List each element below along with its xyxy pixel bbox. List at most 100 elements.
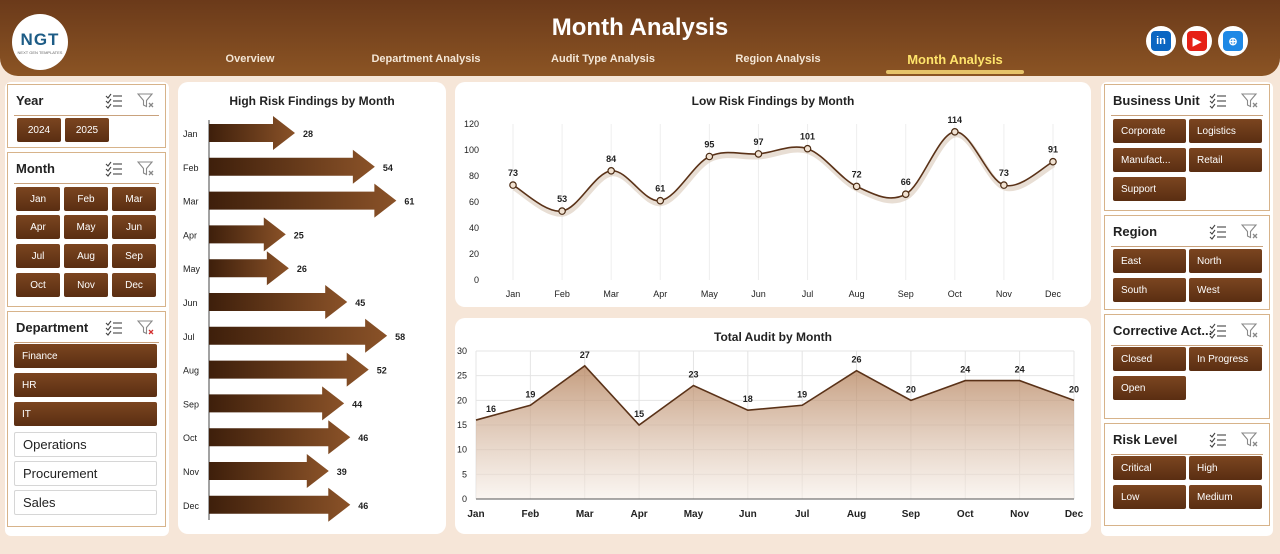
x-tick-label: Mar bbox=[603, 289, 619, 299]
x-tick-label: Aug bbox=[849, 289, 865, 299]
region-north-button[interactable]: North bbox=[1189, 249, 1262, 273]
data-point[interactable] bbox=[656, 196, 665, 205]
month-sep-button[interactable]: Sep bbox=[112, 244, 156, 268]
year-2025-button[interactable]: 2025 bbox=[65, 118, 109, 142]
month-aug-button[interactable]: Aug bbox=[64, 244, 108, 268]
region-west-button[interactable]: West bbox=[1189, 278, 1262, 302]
bar-arrow[interactable] bbox=[209, 116, 295, 150]
tab-department-analysis[interactable]: Department Analysis bbox=[371, 53, 481, 65]
data-label: 95 bbox=[704, 140, 714, 150]
multi-select-icon[interactable] bbox=[1209, 224, 1227, 245]
month-dec-button[interactable]: Dec bbox=[112, 273, 156, 297]
business-unit-logistics-button[interactable]: Logistics bbox=[1189, 119, 1262, 143]
data-point[interactable] bbox=[607, 167, 615, 175]
bar-arrow[interactable] bbox=[209, 420, 351, 455]
multi-select-icon[interactable] bbox=[1209, 432, 1227, 453]
multi-select-icon[interactable] bbox=[1209, 323, 1227, 344]
data-point[interactable] bbox=[754, 150, 763, 158]
tab-overview[interactable]: Overview bbox=[225, 53, 275, 65]
region-east-button[interactable]: East bbox=[1113, 249, 1186, 273]
multi-select-icon[interactable] bbox=[105, 93, 123, 114]
youtube-icon: ▶ bbox=[1187, 31, 1207, 51]
month-jul-button[interactable]: Jul bbox=[16, 244, 60, 268]
risk-level-critical-button[interactable]: Critical bbox=[1113, 456, 1186, 480]
data-label: 101 bbox=[800, 132, 815, 142]
month-apr-button[interactable]: Apr bbox=[16, 215, 60, 239]
data-label: 24 bbox=[1015, 365, 1025, 375]
x-tick-label: Oct bbox=[948, 289, 963, 299]
low-risk-chart-panel: Low Risk Findings by Month 0 20 40 60 80 100 1… bbox=[455, 82, 1091, 307]
clear-filter-icon[interactable] bbox=[136, 93, 155, 114]
bar-arrow[interactable] bbox=[209, 183, 397, 218]
multi-select-icon[interactable] bbox=[1209, 93, 1227, 114]
data-label: 23 bbox=[688, 370, 698, 380]
bar-arrow[interactable] bbox=[209, 251, 289, 286]
month-feb-button[interactable]: Feb bbox=[64, 187, 108, 211]
risk-level-high-button[interactable]: High bbox=[1189, 456, 1262, 480]
data-point[interactable] bbox=[558, 207, 566, 215]
month-oct-button[interactable]: Oct bbox=[16, 273, 60, 297]
department-it-button[interactable]: IT bbox=[14, 402, 157, 426]
department-operations-button[interactable]: Operations bbox=[14, 432, 157, 457]
month-may-button[interactable]: May bbox=[64, 215, 108, 239]
month-nov-button[interactable]: Nov bbox=[64, 273, 108, 297]
multi-select-icon[interactable] bbox=[105, 320, 123, 341]
bar-arrow[interactable] bbox=[209, 217, 286, 252]
tab-audit-type-analysis[interactable]: Audit Type Analysis bbox=[551, 53, 655, 65]
data-point[interactable] bbox=[509, 181, 517, 189]
data-point[interactable] bbox=[1049, 157, 1057, 166]
data-point[interactable] bbox=[803, 144, 812, 153]
clear-filter-icon[interactable] bbox=[1240, 432, 1259, 453]
month-mar-button[interactable]: Mar bbox=[112, 187, 156, 211]
region-south-button[interactable]: South bbox=[1113, 278, 1186, 302]
data-point[interactable] bbox=[852, 182, 861, 191]
x-tick-label: Jan bbox=[467, 509, 484, 520]
clear-filter-icon[interactable] bbox=[1240, 93, 1259, 114]
total-audit-chart-title: Total Audit by Month bbox=[714, 330, 832, 344]
corrective-action-slicer-title: Corrective Act... bbox=[1113, 323, 1213, 338]
department-finance-button[interactable]: Finance bbox=[14, 344, 157, 368]
data-point[interactable] bbox=[705, 152, 714, 161]
year-2024-button[interactable]: 2024 bbox=[17, 118, 61, 142]
bar-arrow[interactable] bbox=[209, 149, 375, 184]
bar-arrow[interactable] bbox=[209, 318, 388, 353]
youtube-button[interactable]: ▶ bbox=[1182, 26, 1212, 56]
category-label: Jan bbox=[183, 129, 198, 139]
bar-arrow[interactable] bbox=[209, 487, 351, 522]
tab-month-analysis[interactable]: Month Analysis bbox=[907, 52, 1003, 67]
data-point[interactable] bbox=[901, 190, 910, 199]
bar-arrow[interactable] bbox=[209, 454, 329, 488]
department-procurement-button[interactable]: Procurement bbox=[14, 461, 157, 486]
data-label: 54 bbox=[383, 163, 393, 173]
business-unit-support-button[interactable]: Support bbox=[1113, 177, 1186, 201]
business-unit-corporate-button[interactable]: Corporate bbox=[1113, 119, 1186, 143]
business-unit-manufact-button[interactable]: Manufact... bbox=[1113, 148, 1186, 172]
bar-arrow[interactable] bbox=[209, 386, 345, 421]
x-tick-label: May bbox=[684, 509, 704, 520]
x-tick-label: Oct bbox=[957, 509, 974, 520]
tab-region-analysis[interactable]: Region Analysis bbox=[735, 53, 821, 65]
risk-level-medium-button[interactable]: Medium bbox=[1189, 485, 1262, 509]
clear-filter-icon[interactable] bbox=[1240, 224, 1259, 245]
risk-level-low-button[interactable]: Low bbox=[1113, 485, 1186, 509]
linkedin-button[interactable]: in bbox=[1146, 26, 1176, 56]
department-hr-button[interactable]: HR bbox=[14, 373, 157, 397]
department-sales-button[interactable]: Sales bbox=[14, 490, 157, 515]
month-jan-button[interactable]: Jan bbox=[16, 187, 60, 211]
business-unit-retail-button[interactable]: Retail bbox=[1189, 148, 1262, 172]
slicer-divider bbox=[14, 342, 159, 343]
corrective-action-open-button[interactable]: Open bbox=[1113, 376, 1186, 400]
active-tab-underline bbox=[886, 70, 1024, 74]
corrective-action-closed-button[interactable]: Closed bbox=[1113, 347, 1186, 371]
clear-filter-icon[interactable] bbox=[136, 320, 155, 341]
corrective-action-in-progress-button[interactable]: In Progress bbox=[1189, 347, 1262, 371]
clear-filter-icon[interactable] bbox=[1240, 323, 1259, 344]
bar-arrow[interactable] bbox=[209, 285, 348, 319]
month-jun-button[interactable]: Jun bbox=[112, 215, 156, 239]
data-point[interactable] bbox=[1000, 181, 1008, 189]
multi-select-icon[interactable] bbox=[105, 161, 123, 182]
bar-arrow[interactable] bbox=[209, 352, 369, 387]
data-point[interactable] bbox=[951, 127, 959, 136]
clear-filter-icon[interactable] bbox=[136, 161, 155, 182]
globe-button[interactable]: ⊕ bbox=[1218, 26, 1248, 56]
